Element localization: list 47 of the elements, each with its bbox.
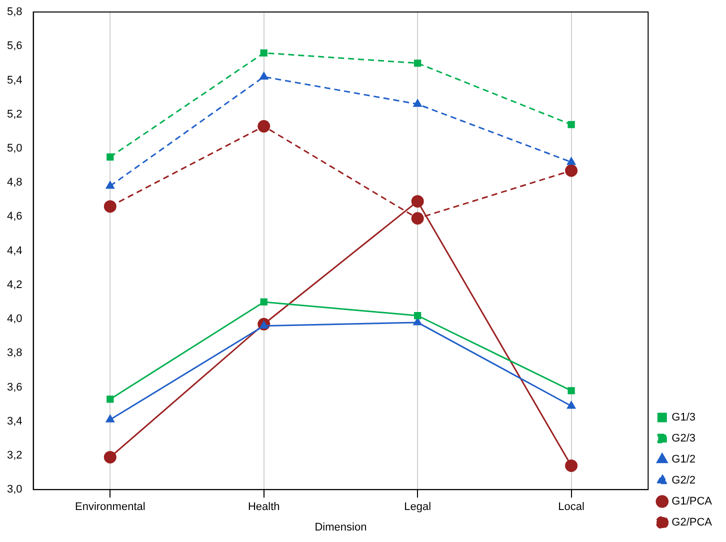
- x-tick-label: Health: [248, 501, 280, 514]
- y-tick-label: 4,4: [6, 244, 22, 257]
- y-tick-label: 4,8: [6, 176, 22, 189]
- point: [567, 157, 576, 165]
- point: [106, 153, 114, 161]
- x-tick-label: Environmental: [74, 501, 146, 514]
- point: [411, 195, 424, 208]
- point: [260, 49, 268, 57]
- y-tick-label: 3,6: [6, 381, 22, 394]
- y-tick-label: 3,0: [6, 484, 22, 496]
- x-tick-label: Local: [558, 501, 584, 514]
- point: [411, 212, 424, 225]
- y-tick-label: 5,4: [6, 74, 22, 86]
- legend-label: G1/3: [672, 412, 696, 424]
- y-tick-label: 5,2: [6, 108, 22, 120]
- point: [260, 298, 268, 306]
- point: [565, 459, 578, 472]
- y-tick-label: 5,6: [6, 40, 22, 52]
- y-tick-label: 3,8: [6, 347, 22, 360]
- legend-label: G1/PCA: [672, 496, 713, 508]
- point: [565, 164, 578, 177]
- point: [106, 181, 114, 189]
- y-tick-label: 4,2: [6, 278, 22, 291]
- y-tick-label: 4,6: [6, 210, 22, 223]
- point: [413, 99, 422, 107]
- legend-label: G2/PCA: [672, 516, 713, 529]
- point: [568, 121, 575, 128]
- point: [104, 450, 116, 464]
- point: [414, 312, 422, 320]
- y-tick-label: 3,2: [6, 450, 22, 462]
- x-tick-label: Legal: [404, 501, 432, 514]
- y-tick-label: 3,4: [6, 415, 22, 428]
- point: [106, 414, 114, 422]
- legend-label: G2/2: [672, 474, 696, 487]
- point: [258, 120, 270, 133]
- point: [104, 200, 116, 213]
- y-tick-label: 4,0: [6, 313, 22, 326]
- y-tick-label: 5,0: [6, 142, 22, 154]
- point: [414, 60, 422, 67]
- legend-label: G2/3: [672, 432, 696, 445]
- point: [260, 72, 268, 80]
- x-axis-title: Dimension: [314, 521, 367, 534]
- legend-label: G1/2: [672, 454, 696, 466]
- point: [567, 401, 576, 409]
- point: [106, 396, 114, 403]
- point: [568, 387, 575, 394]
- y-tick-label: 5,8: [6, 6, 22, 18]
